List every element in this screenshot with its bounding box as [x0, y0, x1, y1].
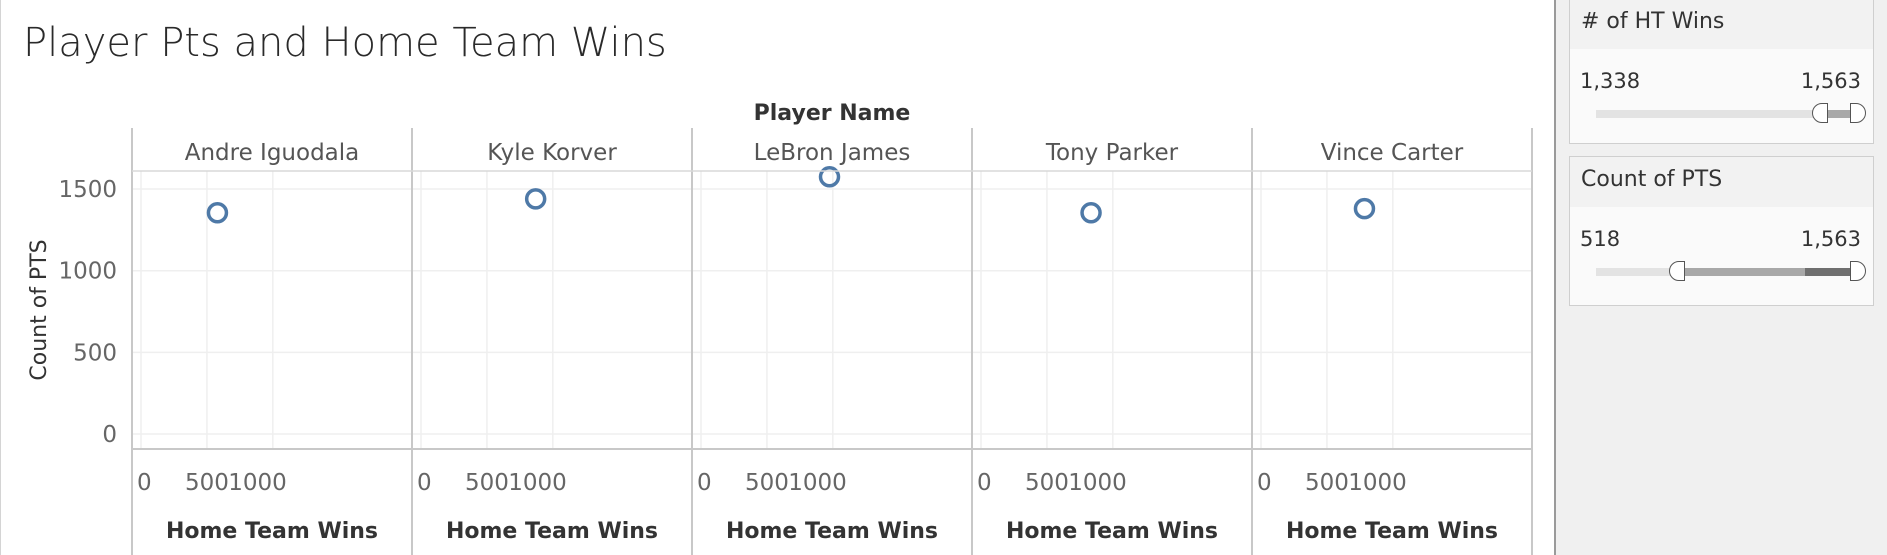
data-point — [206, 201, 229, 224]
x-tick-label: 0 — [977, 470, 992, 496]
x-tick-label: 500 — [185, 470, 229, 496]
x-tick-label: 500 — [465, 470, 509, 496]
ht-wins-slider-track[interactable] — [1596, 103, 1866, 123]
x-tick-label: 0 — [697, 470, 712, 496]
y-tick-label: 1000 — [58, 259, 117, 285]
count-pts-filter: Count of PTS 518 1,563 — [1569, 156, 1874, 306]
ht-wins-slider-max-handle[interactable] — [1850, 103, 1866, 123]
sheet-title: Player Pts and Home Team Wins — [23, 20, 667, 66]
x-axis-title: Home Team Wins — [446, 519, 658, 544]
ht-wins-range-min: 1,338 — [1580, 69, 1641, 93]
y-tick-label: 0 — [102, 422, 117, 448]
count-pts-slider-min-handle[interactable] — [1668, 261, 1685, 281]
x-axis-title: Home Team Wins — [1006, 519, 1218, 544]
count-pts-filter-title: Count of PTS — [1570, 157, 1873, 207]
ht-wins-filter: # of HT Wins 1,338 1,563 — [1569, 0, 1874, 144]
panel-header-label: Vince Carter — [1321, 140, 1464, 166]
x-tick-label: 1000 — [228, 470, 287, 496]
ht-wins-filter-title: # of HT Wins — [1570, 0, 1873, 49]
y-axis-title: Count of PTS — [27, 239, 52, 380]
data-point — [524, 188, 547, 210]
count-pts-slider-max-handle[interactable] — [1850, 261, 1866, 281]
x-axis-title: Home Team Wins — [726, 519, 938, 544]
data-point — [1080, 201, 1102, 224]
panel-header-label: Kyle Korver — [487, 140, 617, 166]
x-tick-label: 0 — [417, 470, 432, 496]
data-point — [818, 166, 841, 188]
x-tick-label: 0 — [1257, 470, 1272, 496]
panel-header-label: Andre Iguodala — [185, 140, 360, 166]
x-axis-title: Home Team Wins — [1286, 519, 1498, 544]
x-tick-label: 500 — [1025, 470, 1069, 496]
panel-header-label: LeBron James — [754, 140, 911, 166]
panel-header-label: Tony Parker — [1045, 140, 1179, 166]
ht-wins-range-max: 1,563 — [1800, 69, 1861, 93]
count-pts-range-max: 1,563 — [1800, 227, 1861, 251]
ht-wins-slider-range — [1825, 110, 1852, 118]
x-tick-label: 1000 — [1348, 470, 1407, 496]
column-header-label: Player Name — [754, 101, 911, 126]
x-tick-label: 0 — [137, 470, 152, 496]
y-tick-label: 500 — [73, 340, 117, 366]
worksheet: Player Pts and Home Team Wins Player Nam… — [0, 0, 1554, 555]
x-tick-label: 500 — [745, 470, 789, 496]
x-tick-label: 1000 — [1068, 470, 1127, 496]
x-tick-label: 1000 — [508, 470, 567, 496]
x-tick-label: 1000 — [788, 470, 847, 496]
x-tick-label: 500 — [1305, 470, 1349, 496]
count-pts-slider-track[interactable] — [1596, 261, 1866, 281]
count-pts-slider-range — [1682, 268, 1852, 276]
count-pts-slider-data-range — [1805, 268, 1852, 276]
y-tick-label: 1500 — [58, 177, 117, 203]
data-point — [1353, 197, 1376, 220]
count-pts-range-min: 518 — [1580, 227, 1621, 251]
filter-panel: # of HT Wins 1,338 1,563 Count of PTS 51… — [1554, 0, 1887, 555]
x-axis-title: Home Team Wins — [166, 519, 378, 544]
ht-wins-slider-min-handle[interactable] — [1811, 103, 1828, 123]
